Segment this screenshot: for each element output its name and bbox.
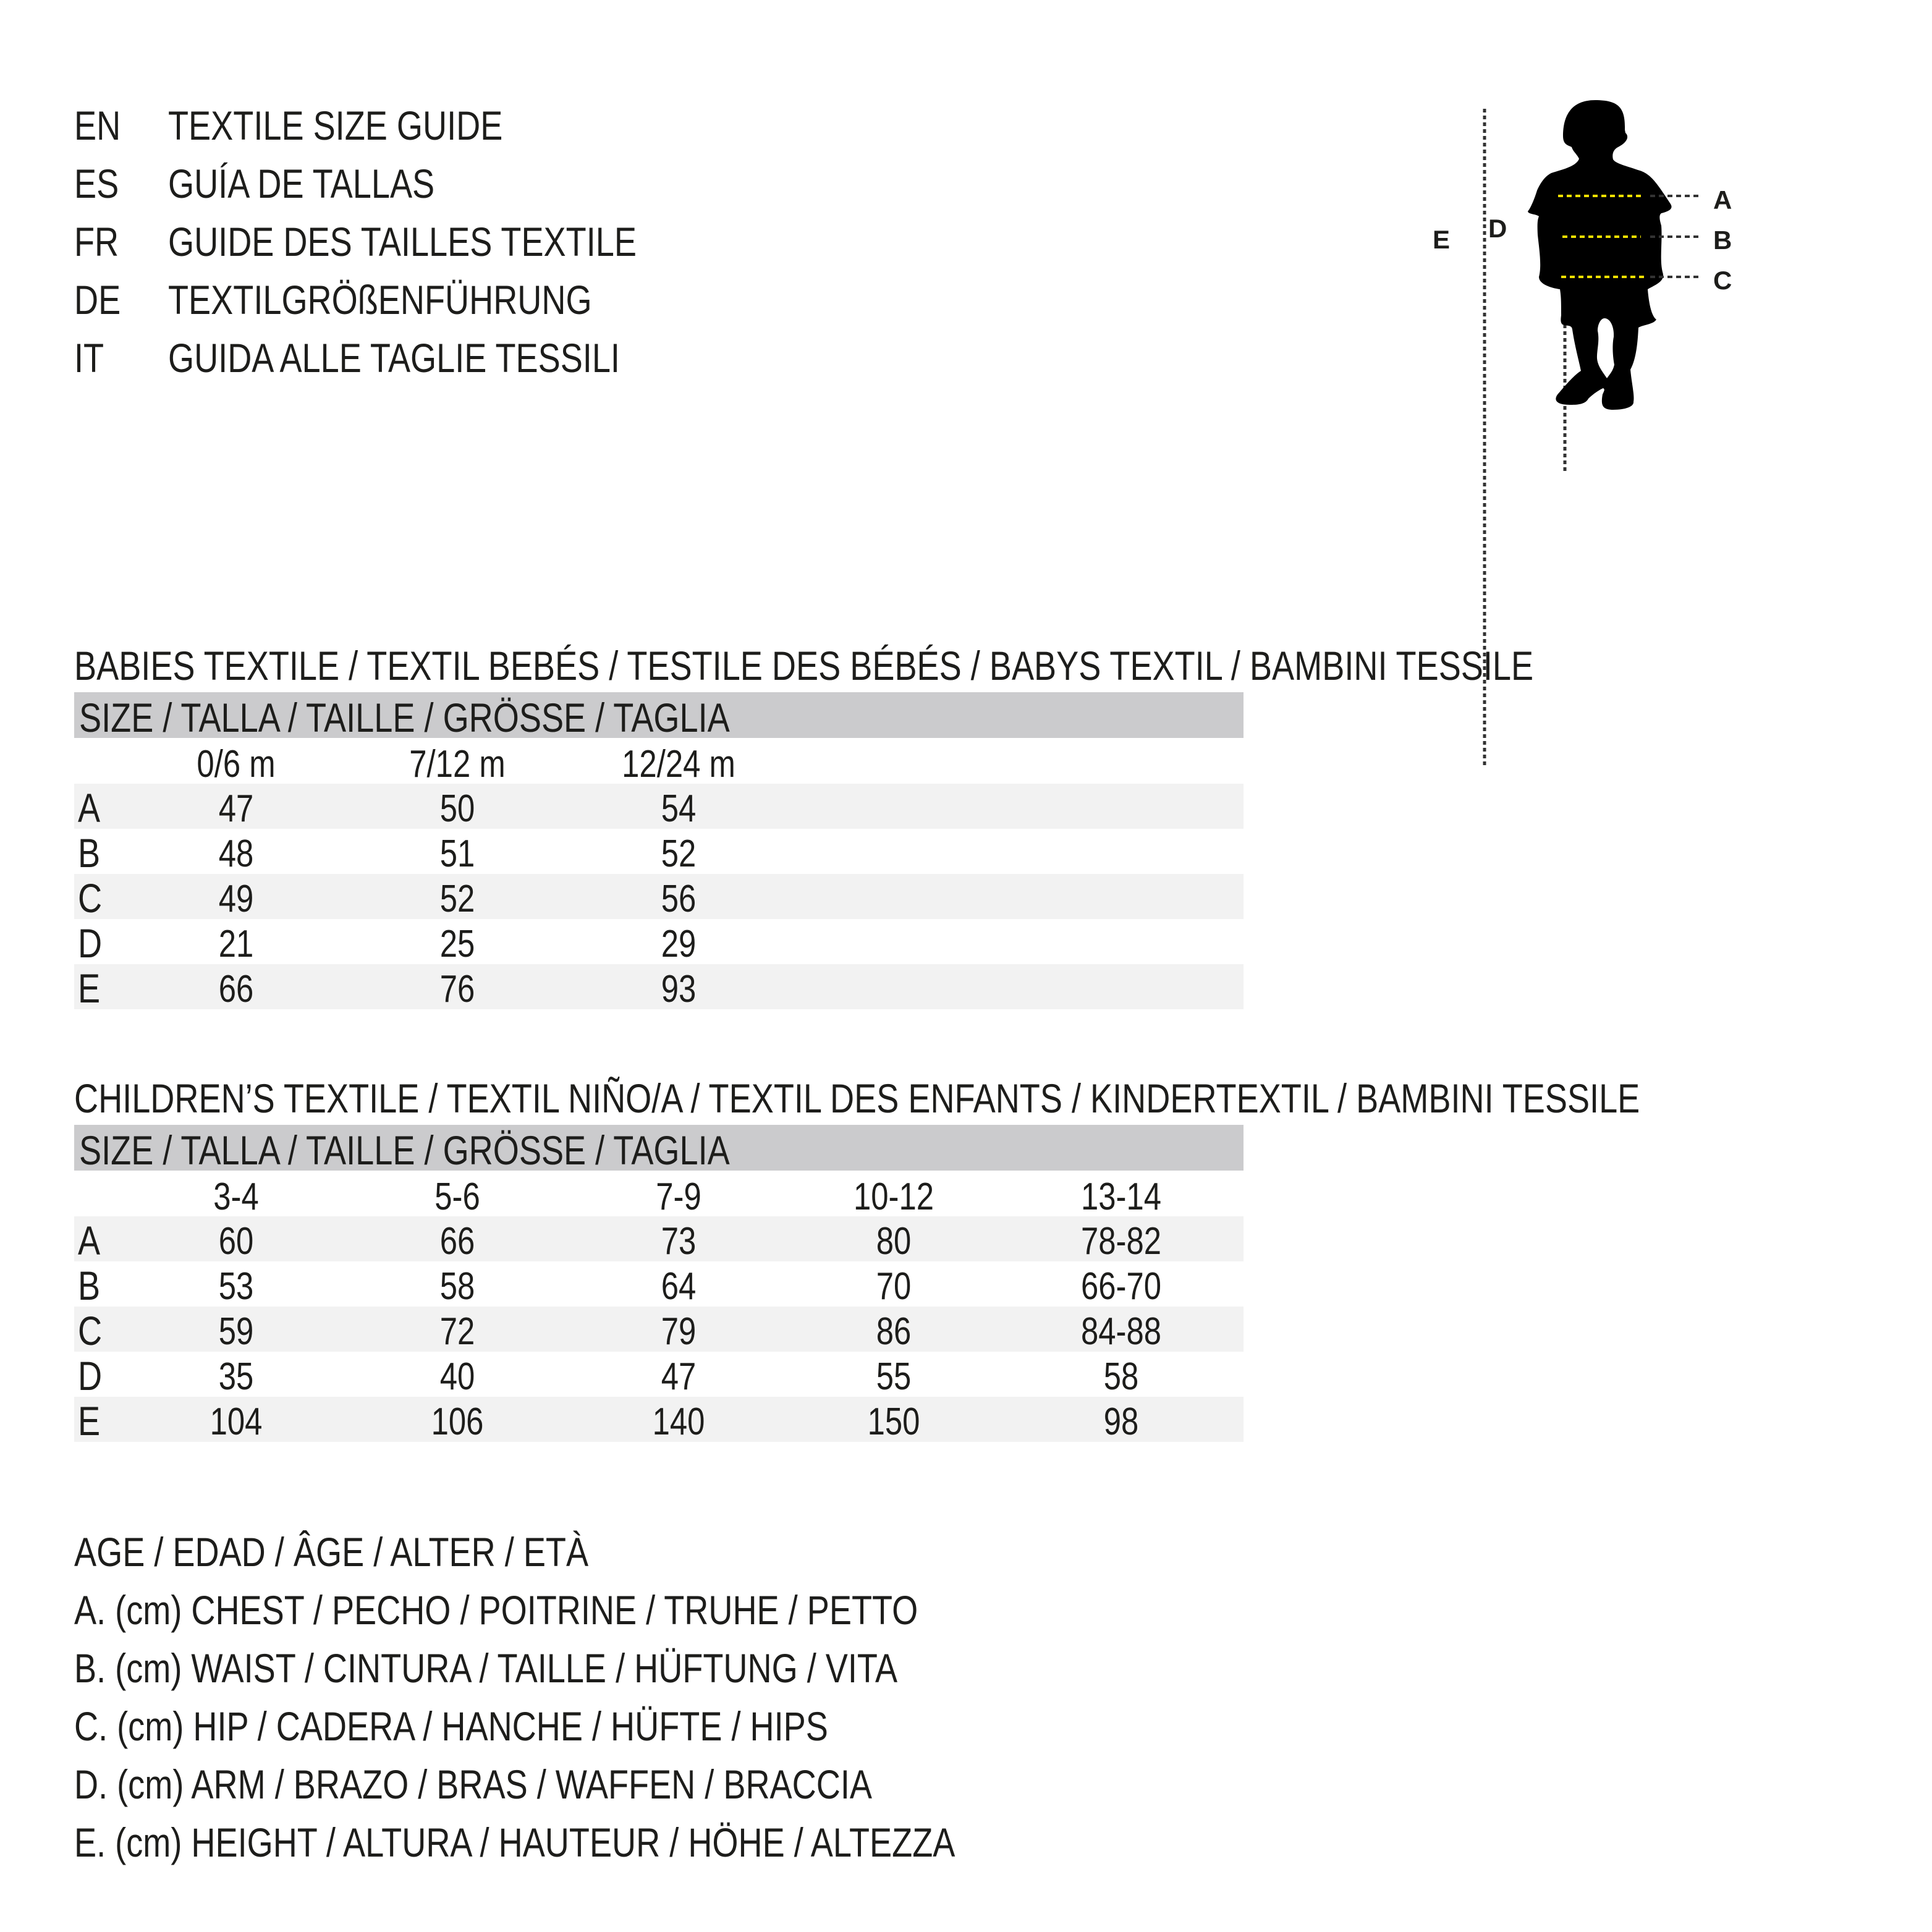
table-cell: 64 xyxy=(661,1265,697,1308)
table-cell: 56 xyxy=(661,878,697,920)
section-title: BABIES TEXTILE / TEXTIL BEBÉS / TESTILE … xyxy=(74,643,1534,688)
table-cell: 106 xyxy=(431,1400,484,1443)
table-cell: 150 xyxy=(867,1400,920,1443)
size-header: SIZE / TALLA / TAILLE / GRÖSSE / TAGLIA xyxy=(79,695,730,740)
guide-title: GUIDE DES TAILLES TEXTILE xyxy=(168,219,637,265)
guide-title: TEXTILE SIZE GUIDE xyxy=(168,103,503,148)
table-row-stripe xyxy=(74,1307,1244,1352)
guide-title: TEXTILGRÖßENFÜHRUNG xyxy=(168,277,592,323)
language-code: IT xyxy=(74,335,104,381)
table-cell: 66-70 xyxy=(1080,1265,1162,1308)
table-cell: 47 xyxy=(661,1355,697,1398)
table-cell: 79 xyxy=(661,1310,697,1353)
column-header: 12/24 m xyxy=(622,743,735,786)
column-header: 10-12 xyxy=(853,1176,934,1218)
table-cell: 52 xyxy=(439,878,475,920)
table-cell: 72 xyxy=(439,1310,475,1353)
language-code: EN xyxy=(74,103,121,148)
label-c: C xyxy=(1713,266,1732,295)
table-cell: 70 xyxy=(876,1265,912,1308)
table-cell: 48 xyxy=(218,833,254,875)
child-silhouette-icon xyxy=(1483,100,1700,766)
row-label: C xyxy=(78,875,103,921)
column-header: 3-4 xyxy=(213,1176,259,1218)
row-label: D xyxy=(78,1353,103,1399)
row-label: D xyxy=(78,920,103,966)
size-header-bar xyxy=(74,1125,1244,1171)
row-label: A xyxy=(78,785,101,831)
row-label: A xyxy=(78,1218,101,1263)
language-code: DE xyxy=(74,277,121,323)
child-measurement-figure: A B C D E xyxy=(1421,93,1885,773)
language-code: FR xyxy=(74,219,119,265)
legend-item: C. (cm) HIP / CADERA / HANCHE / HÜFTE / … xyxy=(74,1703,828,1749)
leg-gap xyxy=(1596,318,1614,378)
table-cell: 86 xyxy=(876,1310,912,1353)
guide-title: GUIDA ALLE TAGLIE TESSILI xyxy=(168,335,620,381)
table-cell: 66 xyxy=(218,968,254,1010)
table-cell: 73 xyxy=(661,1220,697,1263)
column-header: 5-6 xyxy=(434,1176,480,1218)
table-cell: 59 xyxy=(218,1310,254,1353)
table-cell: 40 xyxy=(439,1355,475,1398)
table-cell: 52 xyxy=(661,833,697,875)
table-cell: 25 xyxy=(439,923,475,965)
table-cell: 66 xyxy=(439,1220,475,1263)
table-cell: 76 xyxy=(439,968,475,1010)
size-header-bar xyxy=(74,692,1244,738)
label-b: B xyxy=(1713,226,1732,255)
table-cell: 98 xyxy=(1103,1400,1139,1443)
table-cell: 55 xyxy=(876,1355,912,1398)
row-label: E xyxy=(78,965,101,1011)
row-label: C xyxy=(78,1308,103,1354)
table-cell: 58 xyxy=(439,1265,475,1308)
table-cell: 78-82 xyxy=(1080,1220,1162,1263)
table-cell: 58 xyxy=(1103,1355,1139,1398)
table-cell: 93 xyxy=(661,968,697,1010)
legend-item: E. (cm) HEIGHT / ALTURA / HAUTEUR / HÖHE… xyxy=(74,1820,955,1865)
table-row-stripe xyxy=(74,1397,1244,1442)
legend-item: B. (cm) WAIST / CINTURA / TAILLE / HÜFTU… xyxy=(74,1645,898,1691)
column-header: 7-9 xyxy=(656,1176,701,1218)
table-cell: 84-88 xyxy=(1080,1310,1162,1353)
column-header: 7/12 m xyxy=(409,743,506,786)
table-cell: 51 xyxy=(439,833,475,875)
label-d: D xyxy=(1488,214,1507,243)
table-cell: 53 xyxy=(218,1265,254,1308)
table-cell: 29 xyxy=(661,923,697,965)
label-e: E xyxy=(1433,225,1451,254)
table-row-stripe xyxy=(74,874,1244,919)
size-header: SIZE / TALLA / TAILLE / GRÖSSE / TAGLIA xyxy=(79,1127,730,1173)
table-cell: 80 xyxy=(876,1220,912,1263)
table-cell: 140 xyxy=(652,1400,705,1443)
row-label: E xyxy=(78,1398,101,1444)
table-cell: 47 xyxy=(218,787,254,830)
legend-item: D. (cm) ARM / BRAZO / BRAS / WAFFEN / BR… xyxy=(74,1761,872,1807)
row-label: B xyxy=(78,1263,101,1308)
table-row-stripe xyxy=(74,1216,1244,1261)
table-cell: 104 xyxy=(210,1400,263,1443)
column-header: 0/6 m xyxy=(197,743,276,786)
table-row-stripe xyxy=(74,964,1244,1009)
table-cell: 49 xyxy=(218,878,254,920)
language-code: ES xyxy=(74,161,119,206)
table-cell: 54 xyxy=(661,787,697,830)
label-a: A xyxy=(1713,185,1732,214)
guide-title: GUÍA DE TALLAS xyxy=(168,161,435,206)
legend-item: A. (cm) CHEST / PECHO / POITRINE / TRUHE… xyxy=(74,1587,918,1633)
table-cell: 50 xyxy=(439,787,475,830)
table-row-stripe xyxy=(74,784,1244,829)
table-cell: 60 xyxy=(218,1220,254,1263)
table-cell: 35 xyxy=(218,1355,254,1398)
column-header: 13-14 xyxy=(1080,1176,1162,1218)
section-title: CHILDREN’S TEXTILE / TEXTIL NIÑO/A / TEX… xyxy=(74,1075,1640,1121)
silhouette-body xyxy=(1528,100,1672,410)
table-cell: 21 xyxy=(218,923,254,965)
row-label: B xyxy=(78,830,101,876)
legend-item: AGE / EDAD / ÂGE / ALTER / ETÀ xyxy=(74,1529,589,1575)
